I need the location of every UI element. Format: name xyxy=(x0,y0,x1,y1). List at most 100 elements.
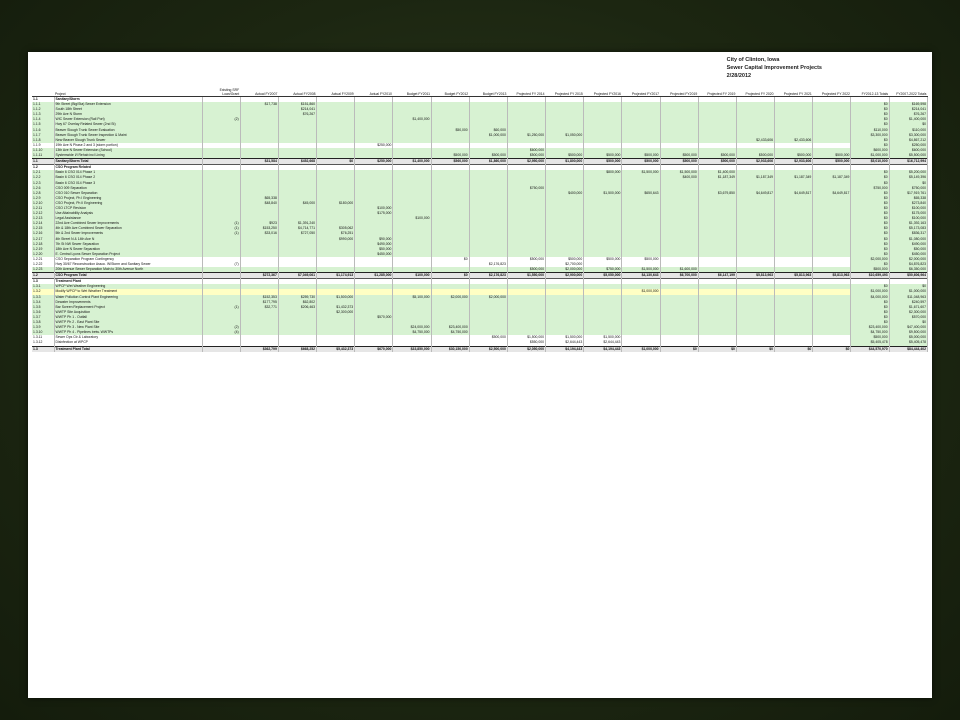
table-cell: $152,353 xyxy=(240,294,279,300)
table-cell: $4,194,443 xyxy=(545,345,585,352)
table-cell xyxy=(812,122,852,128)
table-cell xyxy=(621,102,661,108)
table-cell: 1.3.4 xyxy=(32,299,55,305)
table-cell xyxy=(354,107,394,113)
table-cell xyxy=(202,147,241,154)
table-cell xyxy=(774,236,814,242)
table-cell xyxy=(431,117,470,123)
table-row: 1.3.10 WWTP Ph 4 - Pipelines betw. WWTPs(… xyxy=(32,330,929,336)
table-cell xyxy=(774,304,814,310)
table-cell xyxy=(507,180,547,186)
table-cell: $1,400,000 xyxy=(889,117,929,123)
table-cell xyxy=(660,107,699,113)
table-cell xyxy=(621,330,661,336)
table-cell: $1,500,000 xyxy=(621,170,661,176)
table-cell: $110,000 xyxy=(889,127,929,133)
table-cell xyxy=(774,216,814,222)
table-cell xyxy=(354,180,394,186)
table-cell: $0 xyxy=(850,137,890,143)
table-cell xyxy=(812,195,852,201)
table-cell xyxy=(545,231,585,237)
table-cell xyxy=(240,175,279,181)
table-cell: $0 xyxy=(850,284,890,290)
table-cell xyxy=(583,132,623,138)
table-row: 1.2.6 CSO 009 Separation $750,000 $750,000 $… xyxy=(32,185,929,191)
table-cell xyxy=(545,211,585,217)
table-cell: $10,659,493 xyxy=(850,272,890,279)
table-cell xyxy=(583,325,623,331)
table-cell xyxy=(812,278,852,285)
table-cell: 5th & 2nd Sewer Improvements xyxy=(54,231,203,237)
table-cell xyxy=(583,205,623,212)
table-cell: $0 xyxy=(850,117,890,123)
table-cell xyxy=(202,241,241,247)
table-cell xyxy=(431,147,470,154)
table-cell xyxy=(469,231,508,237)
city-title: City of Clinton, Iowa xyxy=(726,57,780,63)
table-cell xyxy=(736,284,776,290)
table-cell: $1,187,349 xyxy=(698,175,737,181)
table-row: 1.1.6 Beaver Slough Trunk Sewer Evaluatio… xyxy=(32,127,929,133)
table-cell xyxy=(621,241,661,247)
table-cell xyxy=(316,185,356,191)
table-cell: $5,405,478 xyxy=(850,340,890,346)
table-cell xyxy=(736,117,776,123)
table-cell xyxy=(202,175,241,181)
table-cell xyxy=(469,205,508,212)
table-cell xyxy=(660,195,699,201)
table-cell xyxy=(812,221,852,227)
table-cell xyxy=(621,180,661,186)
table-cell xyxy=(774,226,814,232)
table-cell: $5,813,963 xyxy=(736,272,776,279)
table-cell: $750,000 xyxy=(850,185,890,191)
table-cell xyxy=(507,195,547,201)
table-cell xyxy=(354,231,394,237)
table-row: 1.2.8 CSO 010 Sewer Separation $400,000 $1,… xyxy=(32,190,929,196)
table-cell xyxy=(774,102,814,108)
table-cell: $47,400,000 xyxy=(889,325,929,331)
table-cell: $100,000 xyxy=(889,205,929,212)
table-cell: $0 xyxy=(812,345,852,352)
table-cell: New Beaver Slough Trunk Sewer xyxy=(54,137,203,143)
table-cell xyxy=(736,251,776,257)
table-cell: Treatment Plant Total xyxy=(54,345,203,352)
table-cell xyxy=(202,112,241,118)
table-cell xyxy=(621,200,661,206)
table-cell: $0 xyxy=(850,241,890,247)
table-cell: 1.2.2 xyxy=(32,175,55,181)
table-cell: $1,000,000 xyxy=(469,132,508,138)
table-cell: 1.1.9 xyxy=(32,142,55,148)
table-cell xyxy=(316,320,356,326)
table-cell: 1.3.12 xyxy=(32,340,55,346)
table-cell: $362,799 xyxy=(240,345,279,352)
table-cell: $0 xyxy=(850,231,890,237)
table-cell xyxy=(736,262,776,268)
table-cell xyxy=(278,340,318,346)
table-cell xyxy=(202,153,241,159)
table-cell: WWTP Ph 3 - New Plant Site xyxy=(54,325,203,331)
table-cell xyxy=(278,205,318,212)
table-cell xyxy=(392,96,432,103)
table-cell xyxy=(240,170,279,176)
table-cell xyxy=(507,190,547,196)
table-cell: $750,000 xyxy=(583,267,623,273)
table-cell: $1,400,000 xyxy=(392,158,432,165)
table-cell xyxy=(431,226,470,232)
table-row: 1.2.14 22nd Ave Combined Sewer Improvemen… xyxy=(32,221,929,227)
table-cell xyxy=(621,175,661,181)
table-cell xyxy=(621,262,661,268)
table-cell xyxy=(316,107,356,113)
table-cell xyxy=(621,122,661,128)
table-cell: $500,000 xyxy=(469,153,508,159)
table-cell xyxy=(202,164,241,171)
table-cell xyxy=(316,335,356,341)
table-cell xyxy=(583,231,623,237)
table-cell xyxy=(621,340,661,346)
table-cell xyxy=(698,180,737,186)
table-cell xyxy=(469,216,508,222)
table-cell: $1,391,240 xyxy=(278,221,318,227)
table-cell: $30,150,000 xyxy=(431,345,470,352)
table-cell xyxy=(660,325,699,331)
table-cell xyxy=(469,185,508,191)
table-cell xyxy=(392,256,432,262)
